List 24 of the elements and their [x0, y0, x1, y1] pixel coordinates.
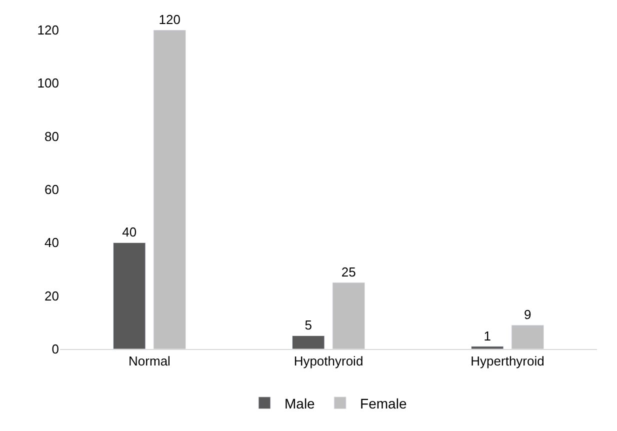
data-label: 9 — [524, 307, 532, 322]
y-tick-label: 60 — [44, 182, 59, 198]
y-tick-label: 40 — [44, 235, 59, 250]
bar — [292, 335, 325, 349]
bar — [511, 324, 544, 349]
y-tick-label: 120 — [37, 22, 59, 38]
y-tick-label: 80 — [44, 128, 59, 144]
data-label: 40 — [122, 224, 137, 240]
x-tick-label: Hypothyroid — [294, 354, 364, 369]
data-label: 1 — [484, 328, 491, 344]
data-label: 120 — [158, 12, 180, 27]
bar — [332, 282, 365, 349]
bar — [471, 346, 504, 349]
legend-label: Female — [360, 395, 407, 412]
bar — [113, 242, 146, 349]
y-tick-label: 0 — [52, 342, 59, 357]
legend-label: Male — [284, 395, 316, 412]
y-tick-label: 100 — [37, 76, 59, 91]
x-tick-label: Hyperthyroid — [470, 354, 544, 369]
bar — [153, 30, 186, 349]
y-tick-label: 20 — [44, 288, 59, 304]
data-label: 5 — [304, 318, 312, 333]
data-label: 25 — [341, 264, 356, 280]
x-tick-label: Normal — [128, 354, 171, 369]
